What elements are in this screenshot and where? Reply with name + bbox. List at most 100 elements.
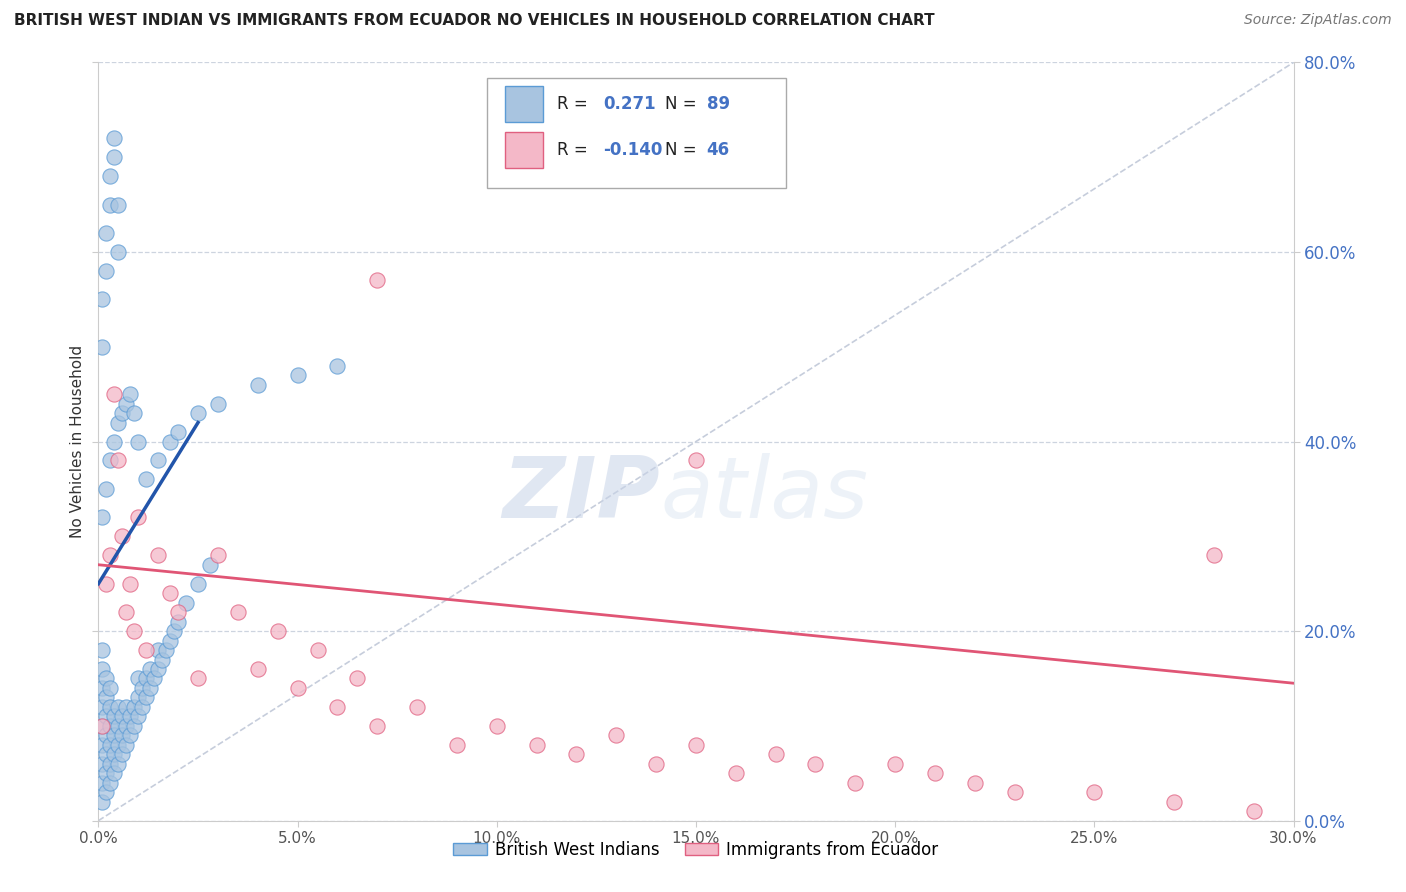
- Point: [246, 662, 269, 676]
- Point: [111, 747, 134, 762]
- Point: [107, 244, 129, 259]
- Point: [167, 615, 190, 629]
- Point: [127, 672, 149, 686]
- Point: [685, 453, 707, 467]
- Point: [1243, 804, 1265, 818]
- Point: [96, 482, 118, 496]
- Point: [148, 662, 170, 676]
- Point: [143, 672, 166, 686]
- Point: [107, 756, 129, 771]
- Text: 46: 46: [707, 141, 730, 159]
- Point: [98, 776, 122, 790]
- Point: [91, 738, 114, 752]
- Point: [159, 633, 181, 648]
- Point: [120, 728, 142, 742]
- Point: [98, 453, 122, 467]
- Point: [91, 681, 114, 695]
- Point: [963, 776, 986, 790]
- Point: [307, 643, 329, 657]
- Point: [287, 368, 309, 383]
- Point: [485, 719, 508, 733]
- Point: [884, 756, 907, 771]
- Y-axis label: No Vehicles in Household: No Vehicles in Household: [69, 345, 84, 538]
- Point: [111, 529, 134, 543]
- Point: [326, 359, 349, 373]
- Point: [167, 605, 190, 619]
- Point: [1202, 548, 1225, 563]
- FancyBboxPatch shape: [486, 78, 786, 187]
- Point: [98, 197, 122, 211]
- Point: [120, 387, 142, 401]
- Point: [107, 699, 129, 714]
- Point: [91, 643, 114, 657]
- Point: [98, 681, 122, 695]
- Point: [91, 795, 114, 809]
- Point: [91, 719, 114, 733]
- Point: [91, 340, 114, 354]
- Point: [103, 131, 125, 145]
- Point: [96, 226, 118, 240]
- Point: [135, 690, 157, 705]
- Point: [685, 738, 707, 752]
- Point: [187, 672, 209, 686]
- Point: [135, 643, 157, 657]
- Point: [115, 738, 138, 752]
- Point: [924, 766, 946, 780]
- Point: [107, 197, 129, 211]
- Point: [91, 756, 114, 771]
- Point: [406, 699, 429, 714]
- Text: 89: 89: [707, 95, 730, 113]
- Point: [103, 387, 125, 401]
- Point: [115, 699, 138, 714]
- Point: [111, 728, 134, 742]
- Point: [124, 719, 146, 733]
- Point: [187, 406, 209, 420]
- Point: [765, 747, 787, 762]
- Point: [96, 576, 118, 591]
- Point: [159, 586, 181, 600]
- Point: [111, 406, 134, 420]
- Point: [148, 548, 170, 563]
- Point: [1163, 795, 1185, 809]
- Point: [127, 690, 149, 705]
- Point: [124, 699, 146, 714]
- Point: [135, 672, 157, 686]
- Point: [127, 709, 149, 723]
- Point: [91, 293, 114, 307]
- Text: ZIP: ZIP: [502, 453, 661, 536]
- Point: [107, 416, 129, 430]
- Point: [96, 785, 118, 799]
- Point: [120, 576, 142, 591]
- Legend: British West Indians, Immigrants from Ecuador: British West Indians, Immigrants from Ec…: [447, 834, 945, 865]
- Point: [267, 624, 290, 639]
- Point: [98, 699, 122, 714]
- Bar: [505, 132, 543, 169]
- Text: BRITISH WEST INDIAN VS IMMIGRANTS FROM ECUADOR NO VEHICLES IN HOUSEHOLD CORRELAT: BRITISH WEST INDIAN VS IMMIGRANTS FROM E…: [14, 13, 935, 29]
- Point: [148, 453, 170, 467]
- Point: [226, 605, 249, 619]
- Point: [120, 709, 142, 723]
- Point: [287, 681, 309, 695]
- Text: Source: ZipAtlas.com: Source: ZipAtlas.com: [1244, 13, 1392, 28]
- Text: R =: R =: [557, 141, 593, 159]
- Point: [107, 738, 129, 752]
- Point: [96, 747, 118, 762]
- Point: [131, 699, 153, 714]
- Point: [446, 738, 468, 752]
- Point: [96, 766, 118, 780]
- Point: [174, 596, 197, 610]
- Text: -0.140: -0.140: [603, 141, 662, 159]
- Point: [139, 681, 162, 695]
- Point: [526, 738, 548, 752]
- Point: [207, 548, 229, 563]
- Text: R =: R =: [557, 95, 593, 113]
- Point: [127, 434, 149, 449]
- Point: [107, 453, 129, 467]
- Point: [96, 709, 118, 723]
- Point: [103, 747, 125, 762]
- Text: N =: N =: [665, 95, 702, 113]
- Point: [98, 738, 122, 752]
- Point: [724, 766, 747, 780]
- Point: [565, 747, 588, 762]
- Point: [103, 150, 125, 164]
